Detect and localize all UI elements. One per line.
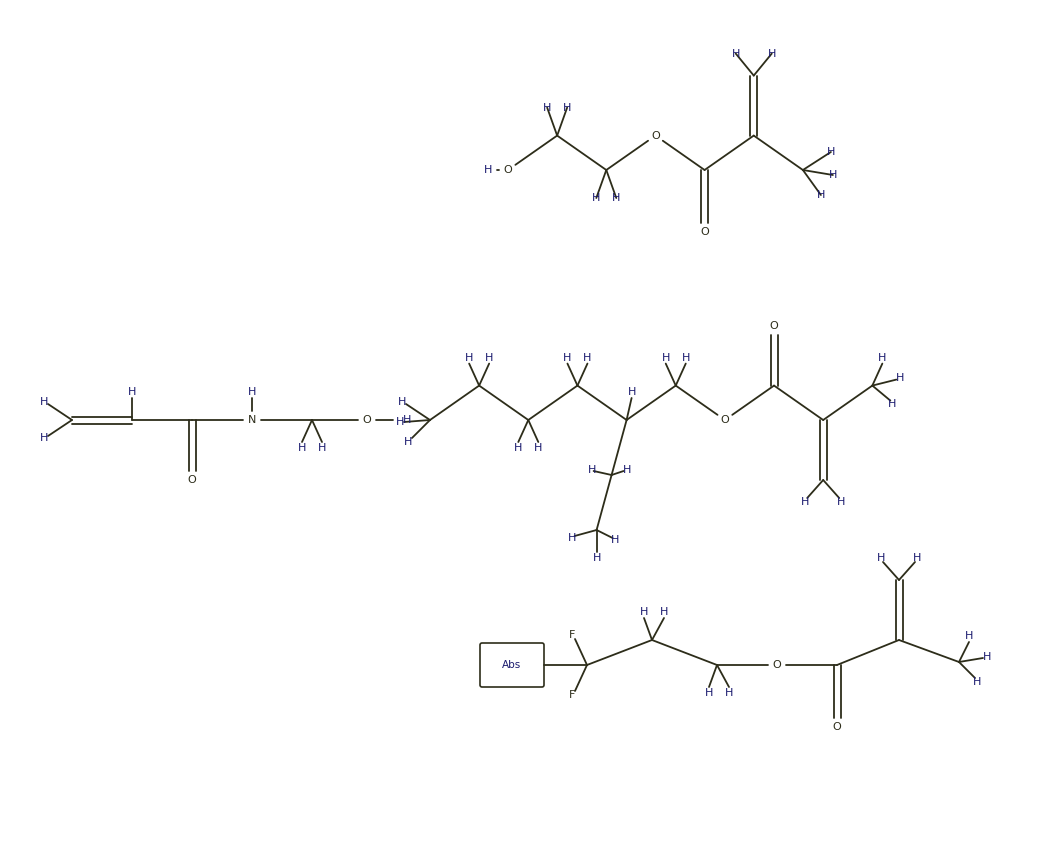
Text: H: H bbox=[639, 607, 648, 617]
Text: H: H bbox=[396, 417, 404, 427]
Text: H: H bbox=[622, 465, 631, 475]
Text: H: H bbox=[592, 193, 600, 203]
FancyBboxPatch shape bbox=[480, 643, 544, 687]
Text: H: H bbox=[543, 103, 551, 112]
Text: H: H bbox=[465, 353, 473, 362]
Text: H: H bbox=[514, 443, 522, 453]
Text: N: N bbox=[248, 415, 256, 425]
Text: O: O bbox=[720, 415, 729, 425]
Text: O: O bbox=[363, 415, 371, 425]
Text: H: H bbox=[817, 190, 825, 200]
Text: H: H bbox=[896, 373, 904, 382]
Text: H: H bbox=[398, 397, 406, 407]
Text: H: H bbox=[660, 607, 668, 617]
Text: H: H bbox=[767, 48, 776, 59]
Text: F: F bbox=[569, 630, 576, 640]
Text: H: H bbox=[877, 553, 885, 563]
Text: H: H bbox=[484, 165, 493, 175]
Text: O: O bbox=[769, 321, 779, 330]
Text: H: H bbox=[611, 535, 619, 545]
Text: H: H bbox=[878, 353, 886, 362]
Text: H: H bbox=[827, 147, 835, 157]
Text: H: H bbox=[725, 688, 733, 698]
Text: H: H bbox=[682, 353, 689, 362]
Text: O: O bbox=[651, 131, 660, 141]
Text: H: H bbox=[567, 533, 576, 543]
Text: H: H bbox=[801, 497, 810, 507]
Text: H: H bbox=[587, 465, 596, 475]
Text: O: O bbox=[187, 475, 197, 485]
Text: H: H bbox=[612, 193, 620, 203]
Text: H: H bbox=[628, 387, 636, 397]
Text: H: H bbox=[583, 353, 592, 362]
Text: H: H bbox=[563, 353, 571, 362]
Text: O: O bbox=[772, 660, 781, 670]
Text: H: H bbox=[403, 415, 411, 425]
Text: H: H bbox=[128, 387, 136, 397]
Text: H: H bbox=[593, 553, 601, 563]
Text: H: H bbox=[534, 443, 543, 453]
Text: H: H bbox=[888, 399, 897, 408]
Text: H: H bbox=[983, 652, 992, 662]
Text: H: H bbox=[39, 433, 48, 443]
Text: H: H bbox=[837, 497, 846, 507]
Text: H: H bbox=[704, 688, 713, 698]
Text: H: H bbox=[485, 353, 494, 362]
Text: O: O bbox=[833, 722, 842, 732]
Text: H: H bbox=[298, 443, 306, 453]
Text: H: H bbox=[829, 170, 837, 180]
Text: H: H bbox=[662, 353, 670, 362]
Text: H: H bbox=[965, 631, 974, 641]
Text: H: H bbox=[248, 387, 256, 397]
Text: F: F bbox=[569, 690, 576, 700]
Text: O: O bbox=[700, 227, 709, 237]
Text: H: H bbox=[404, 437, 412, 447]
Text: H: H bbox=[563, 103, 571, 112]
Text: O: O bbox=[503, 165, 513, 175]
Text: Abs: Abs bbox=[502, 660, 521, 670]
Text: H: H bbox=[318, 443, 327, 453]
Text: H: H bbox=[39, 397, 48, 407]
Text: H: H bbox=[732, 48, 739, 59]
Text: H: H bbox=[972, 677, 981, 687]
Text: H: H bbox=[913, 553, 921, 563]
